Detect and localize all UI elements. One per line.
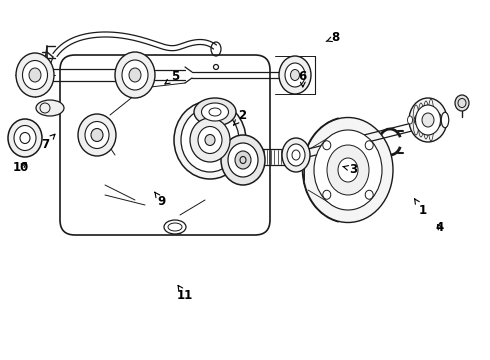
Ellipse shape (16, 53, 54, 97)
Text: 6: 6 (299, 70, 307, 87)
Ellipse shape (416, 105, 441, 135)
Ellipse shape (190, 118, 230, 162)
Ellipse shape (287, 144, 305, 166)
Ellipse shape (122, 60, 148, 90)
Text: 10: 10 (12, 161, 29, 174)
Text: 8: 8 (326, 31, 340, 44)
Ellipse shape (303, 117, 393, 222)
Text: 11: 11 (177, 285, 194, 302)
Text: 7: 7 (41, 134, 55, 150)
Ellipse shape (421, 114, 427, 126)
Ellipse shape (23, 60, 48, 90)
Ellipse shape (235, 151, 251, 169)
Ellipse shape (14, 126, 36, 150)
Ellipse shape (91, 129, 103, 141)
Ellipse shape (36, 100, 64, 116)
Ellipse shape (338, 158, 358, 182)
Ellipse shape (455, 95, 469, 111)
Ellipse shape (327, 145, 369, 195)
Ellipse shape (422, 113, 434, 127)
Ellipse shape (78, 114, 116, 156)
Ellipse shape (8, 119, 42, 157)
Ellipse shape (129, 68, 141, 82)
FancyBboxPatch shape (60, 55, 270, 235)
Ellipse shape (428, 114, 434, 126)
Text: 3: 3 (343, 163, 357, 176)
Ellipse shape (314, 130, 382, 210)
Ellipse shape (409, 98, 447, 142)
Ellipse shape (435, 113, 441, 127)
Ellipse shape (164, 220, 186, 234)
Ellipse shape (198, 126, 222, 153)
Ellipse shape (29, 68, 41, 82)
Ellipse shape (279, 56, 311, 94)
Text: 4: 4 (436, 221, 443, 234)
Text: 5: 5 (165, 70, 179, 84)
Ellipse shape (441, 112, 449, 128)
Ellipse shape (291, 69, 299, 81)
Text: 1: 1 (415, 199, 426, 217)
Ellipse shape (221, 135, 265, 185)
Ellipse shape (282, 138, 310, 172)
Ellipse shape (205, 135, 215, 145)
Ellipse shape (285, 63, 305, 87)
Ellipse shape (174, 101, 246, 179)
Ellipse shape (201, 103, 228, 121)
Ellipse shape (408, 116, 413, 124)
Ellipse shape (181, 108, 239, 172)
Text: 9: 9 (155, 192, 166, 208)
Ellipse shape (115, 52, 155, 98)
Ellipse shape (85, 122, 109, 148)
Ellipse shape (228, 143, 258, 177)
Ellipse shape (414, 115, 420, 125)
Text: 2: 2 (234, 109, 246, 125)
Ellipse shape (194, 98, 236, 126)
